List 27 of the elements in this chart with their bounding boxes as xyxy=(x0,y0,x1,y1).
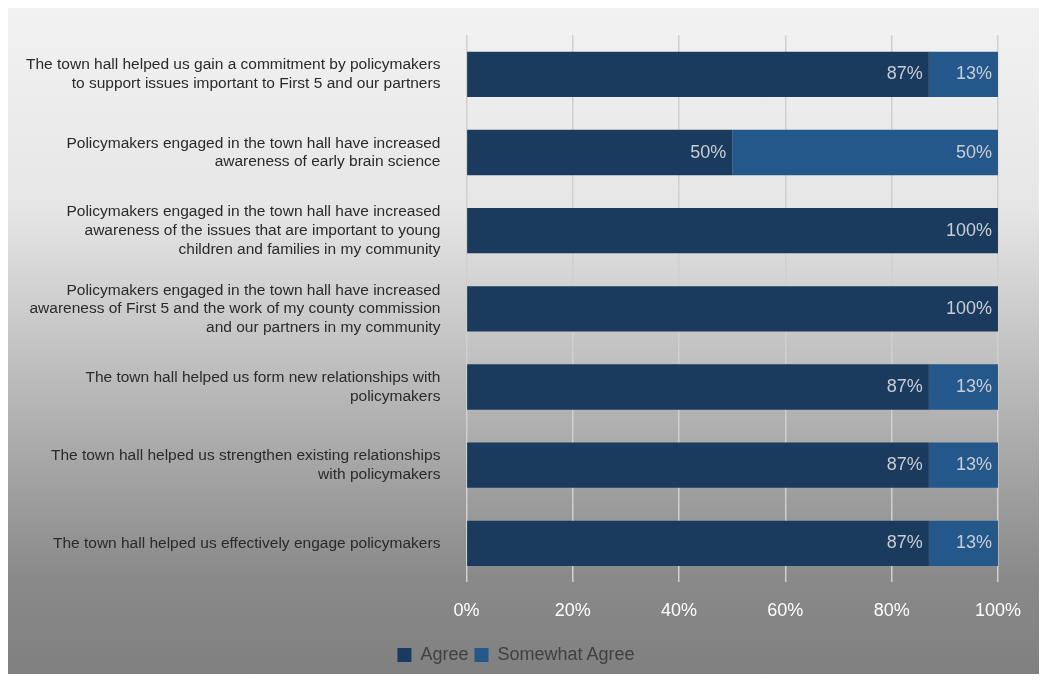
data-label: 13% xyxy=(955,375,992,396)
data-label: 87% xyxy=(886,63,923,84)
data-label: 50% xyxy=(955,141,992,162)
x-tick-label: 20% xyxy=(554,600,591,621)
x-tick-label: 0% xyxy=(453,600,480,621)
data-label: 13% xyxy=(955,532,992,553)
data-label: 13% xyxy=(955,63,992,84)
x-tick-label: 100% xyxy=(974,600,1021,621)
y-tick-label: Policymakers engaged in the town hall have increased awareness of the issues that are important to young children and families in my community xyxy=(66,202,441,257)
legend-label: Agree xyxy=(420,643,469,664)
y-tick-label: The town hall helped us gain a commitment by policymakers to support issues important to First 5 and our partners xyxy=(26,55,441,91)
y-tick-label: The town hall helped us strengthen existing relationships with policymakers xyxy=(50,446,441,482)
x-tick-label: 60% xyxy=(767,600,804,621)
y-tick-label: Policymakers engaged in the town hall have increased awareness of early brain science xyxy=(66,133,441,170)
data-label: 50% xyxy=(690,141,727,162)
data-label: 100% xyxy=(945,297,992,318)
data-label: 87% xyxy=(886,454,923,475)
data-label: 87% xyxy=(886,532,923,553)
data-label: 100% xyxy=(945,219,992,240)
y-tick-label: The town hall helped us form new relationships with policymakers xyxy=(85,367,441,404)
x-tick-label: 40% xyxy=(661,600,698,621)
legend-label: Somewhat Agree xyxy=(497,643,635,664)
y-tick-label: Policymakers engaged in the town hall have increased awareness of First 5 and the work of my county commission and our partners in my community xyxy=(29,280,441,335)
x-tick-label: 80% xyxy=(873,600,910,621)
data-label: 87% xyxy=(886,375,923,396)
y-tick-label: The town hall helped us effectively engage policymakers xyxy=(52,533,441,551)
data-label: 13% xyxy=(955,454,992,475)
